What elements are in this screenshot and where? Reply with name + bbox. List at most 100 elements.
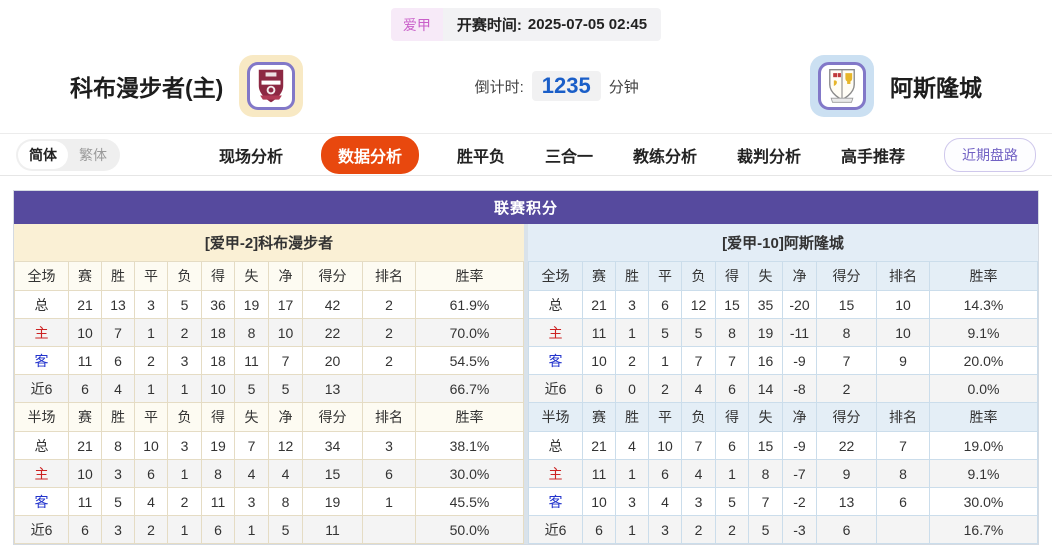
away-team-name: 阿斯隆城 xyxy=(890,75,982,101)
standings-halves: [爱甲-2]科布漫步者 全场赛胜平负得失净得分 排名 胜率总 21 13 3 5 36 19 17… xyxy=(14,224,1038,544)
column-header: 负 xyxy=(167,261,202,291)
stat-cell: 7 xyxy=(715,346,749,375)
tab-live-analysis[interactable]: 现场分析 xyxy=(218,148,283,166)
stat-cell: 1 xyxy=(167,459,202,488)
stat-cell: 2 xyxy=(134,515,168,544)
row-label: 总 xyxy=(528,290,583,319)
lang-traditional[interactable]: 繁体 xyxy=(79,146,107,163)
stats-row: 近6 6 0 2 4 6 14 -8 2 0.0% xyxy=(528,374,1038,403)
row-label: 客 xyxy=(528,346,583,375)
stat-cell: 3 xyxy=(615,487,649,516)
stat-cell: 15 xyxy=(715,290,749,319)
stat-cell: -20 xyxy=(782,290,817,319)
tab-data-analysis[interactable]: 数据分析 xyxy=(320,135,419,174)
away-team: 阿斯隆城 xyxy=(810,55,982,117)
stat-cell: 1 xyxy=(648,346,682,375)
stat-cell: 5 xyxy=(748,515,783,544)
stat-cell: 30.0% xyxy=(415,459,524,488)
table-divider xyxy=(524,224,528,544)
stat-cell: 6 xyxy=(876,487,930,516)
stat-cell: 4 xyxy=(681,459,716,488)
column-header: 净 xyxy=(782,402,817,432)
stat-cell: -2 xyxy=(782,487,817,516)
stat-cell: 16 xyxy=(748,346,783,375)
stat-cell: 61.9% xyxy=(415,290,524,319)
lang-simplified[interactable]: 简体 xyxy=(18,140,68,169)
stats-row: 总 21 13 3 5 36 19 17 42 2 61.9% xyxy=(14,290,524,319)
stat-cell: 2 xyxy=(816,374,877,403)
recent-trends-button[interactable]: 近期盘路 xyxy=(944,137,1036,172)
stat-cell: 2 xyxy=(615,346,649,375)
countdown-value: 1235 xyxy=(531,71,601,101)
league-badge[interactable]: 爱甲 xyxy=(390,8,443,41)
column-header: 胜率 xyxy=(929,261,1038,291)
stat-cell: 11 xyxy=(68,487,102,516)
stat-cell: 8 xyxy=(234,318,269,347)
column-header: 胜 xyxy=(101,261,135,291)
stat-cell xyxy=(876,515,930,544)
stat-cell: 2 xyxy=(362,318,416,347)
row-label: 主 xyxy=(14,459,69,488)
stat-cell: 5 xyxy=(648,318,682,347)
stat-cell: 11 xyxy=(582,318,616,347)
stats-row: 近6 6 1 3 2 2 5 -3 6 16.7% xyxy=(528,515,1038,544)
stat-cell: 7 xyxy=(681,346,716,375)
stat-cell: 4 xyxy=(615,431,649,460)
stat-cell: 3 xyxy=(134,290,168,319)
tab-coach-analysis[interactable]: 教练分析 xyxy=(633,148,698,166)
stat-cell: 19 xyxy=(302,487,363,516)
stat-cell: 6 xyxy=(134,459,168,488)
column-header: 得 xyxy=(201,261,235,291)
stat-cell: 38.1% xyxy=(415,431,524,460)
stat-cell: 3 xyxy=(101,515,135,544)
stat-cell: 1 xyxy=(615,318,649,347)
stat-cell: 10 xyxy=(876,290,930,319)
stats-row: 总 21 4 10 7 6 15 -9 22 7 19.0% xyxy=(528,431,1038,460)
column-header: 负 xyxy=(681,261,716,291)
column-header: 失 xyxy=(748,261,783,291)
away-standings: [爱甲-10]阿斯隆城 全场赛胜平负得失净得分 排名 胜率总 21 3 6 12 15 35 -2… xyxy=(528,224,1038,544)
stat-cell: -8 xyxy=(782,374,817,403)
stat-cell: 5 xyxy=(234,374,269,403)
stat-cell: 0.0% xyxy=(929,374,1038,403)
stat-cell: 19 xyxy=(234,290,269,319)
stat-cell xyxy=(876,374,930,403)
tab-three-in-one[interactable]: 三合一 xyxy=(544,148,593,166)
stat-cell: 9.1% xyxy=(929,459,1038,488)
stat-cell: 14 xyxy=(748,374,783,403)
stat-cell: 10 xyxy=(582,346,616,375)
tab-win-draw-lose[interactable]: 胜平负 xyxy=(456,148,505,166)
stats-row: 近6 6 3 2 1 6 1 5 11 50.0% xyxy=(14,515,524,544)
column-header: 赛 xyxy=(68,402,102,432)
column-header: 净 xyxy=(268,402,303,432)
stat-cell: 3 xyxy=(167,431,202,460)
stat-cell: 19.0% xyxy=(929,431,1038,460)
stats-row: 总 21 3 6 12 15 35 -20 15 10 14.3% xyxy=(528,290,1038,319)
stats-row: 主 11 1 5 5 8 19 -11 8 10 9.1% xyxy=(528,318,1038,347)
match-info-pill: 爱甲 开赛时间: 2025-07-05 02:45 xyxy=(390,8,662,41)
stat-cell: 6 xyxy=(715,374,749,403)
stats-row: 总 21 8 10 3 19 7 12 34 3 38.1% xyxy=(14,431,524,460)
column-header: 得 xyxy=(201,402,235,432)
stat-cell: 42 xyxy=(302,290,363,319)
stat-cell: -11 xyxy=(782,318,817,347)
tab-referee-analysis[interactable]: 裁判分析 xyxy=(737,148,802,166)
home-team-name: 科布漫步者(主) xyxy=(70,75,224,101)
stat-cell: 6 xyxy=(582,515,616,544)
stat-cell: 17 xyxy=(268,290,303,319)
kickoff-label: 开赛时间: xyxy=(456,17,522,34)
stat-cell: 9 xyxy=(876,346,930,375)
tab-expert-picks[interactable]: 高手推荐 xyxy=(841,148,906,166)
home-stats-table: 全场赛胜平负得失净得分 排名 胜率总 21 13 3 5 36 19 17 42 2 61.9% 主 10 7… xyxy=(14,261,524,544)
stat-cell: 8 xyxy=(201,459,235,488)
stat-cell: 6 xyxy=(648,459,682,488)
stat-cell: -9 xyxy=(782,346,817,375)
column-header: 赛 xyxy=(68,261,102,291)
column-header: 排名 xyxy=(362,261,416,291)
stat-cell: 8 xyxy=(876,459,930,488)
stat-cell: 10 xyxy=(648,431,682,460)
stat-cell: 18 xyxy=(201,346,235,375)
stat-cell: 10 xyxy=(268,318,303,347)
column-header: 负 xyxy=(167,402,202,432)
stat-cell: 1 xyxy=(167,515,202,544)
